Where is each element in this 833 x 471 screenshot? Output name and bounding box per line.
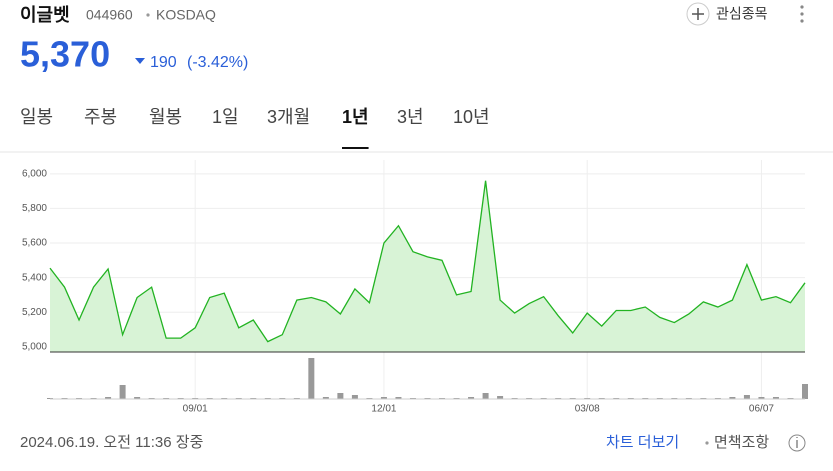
timestamp: 2024.06.19. 오전 11:36 장중 xyxy=(20,434,203,451)
volume-bar xyxy=(105,397,112,399)
tabs: 일봉 주봉 월봉 1일 3개월 1년 3년 10년 xyxy=(20,107,490,149)
tab[interactable]: 주봉 xyxy=(84,107,117,127)
tab[interactable]: 10년 xyxy=(453,107,490,127)
stock-name: 이글벳 xyxy=(20,5,70,25)
volume-bar xyxy=(743,395,750,399)
volume-bar xyxy=(119,385,126,399)
stock-code: 044960 xyxy=(86,7,133,23)
chart: 5,000 5,200 5,400 5,600 5,800 6,000 09/01 12/01… xyxy=(22,160,808,415)
change: 190 xyxy=(150,54,177,71)
price: 5,370 xyxy=(20,34,110,75)
y-tick-label: 5,800 xyxy=(22,203,47,214)
y-tick-label: 5,400 xyxy=(22,272,47,283)
x-tick-label: 12/01 xyxy=(371,404,396,415)
y-tick-label: 5,000 xyxy=(22,341,47,352)
watch-button[interactable]: 관심종목 xyxy=(686,2,768,26)
tab[interactable]: 월봉 xyxy=(149,107,182,127)
separator-dot xyxy=(146,13,150,17)
disclaimer[interactable]: 면책조항 xyxy=(714,434,769,451)
volume-bar xyxy=(468,397,475,399)
y-tick-label: 5,600 xyxy=(22,238,47,249)
volume-bar xyxy=(802,384,808,399)
market: KOSDAQ xyxy=(156,7,216,23)
volume-bar xyxy=(308,358,315,399)
x-tick-label: 06/07 xyxy=(749,404,774,415)
x-tick-label: 03/08 xyxy=(575,404,600,415)
price-line xyxy=(49,180,806,343)
volume-bar xyxy=(729,397,736,399)
info-icon[interactable] xyxy=(788,434,806,452)
volume-bar xyxy=(380,397,387,399)
change-pct: (-3.42%) xyxy=(187,54,248,71)
more-chart[interactable]: 차트 더보기 xyxy=(606,434,679,451)
y-tick-label: 6,000 xyxy=(22,168,47,179)
volume-bar xyxy=(758,397,765,399)
volume-bar xyxy=(772,397,779,399)
volume-bar xyxy=(337,393,344,399)
down-arrow xyxy=(135,58,145,64)
volume-bar xyxy=(482,393,489,399)
volume-bar xyxy=(395,397,402,399)
x-tick-label: 09/01 xyxy=(183,404,208,415)
separator-dot xyxy=(705,441,709,445)
area xyxy=(50,180,805,352)
menu-icon[interactable] xyxy=(800,5,804,23)
volume-bar xyxy=(497,396,504,399)
y-tick-label: 5,200 xyxy=(22,307,47,318)
volume-bar xyxy=(134,397,141,399)
watch-label: 관심종목 xyxy=(716,6,768,22)
tab[interactable]: 1년 xyxy=(342,107,369,127)
tab[interactable]: 1일 xyxy=(212,107,239,127)
tab[interactable]: 3개월 xyxy=(267,107,310,127)
tab[interactable]: 3년 xyxy=(397,107,424,127)
tab[interactable]: 일봉 xyxy=(20,107,53,127)
volume-bar xyxy=(351,395,358,399)
plus xyxy=(692,8,704,20)
volume-bar xyxy=(322,397,329,399)
